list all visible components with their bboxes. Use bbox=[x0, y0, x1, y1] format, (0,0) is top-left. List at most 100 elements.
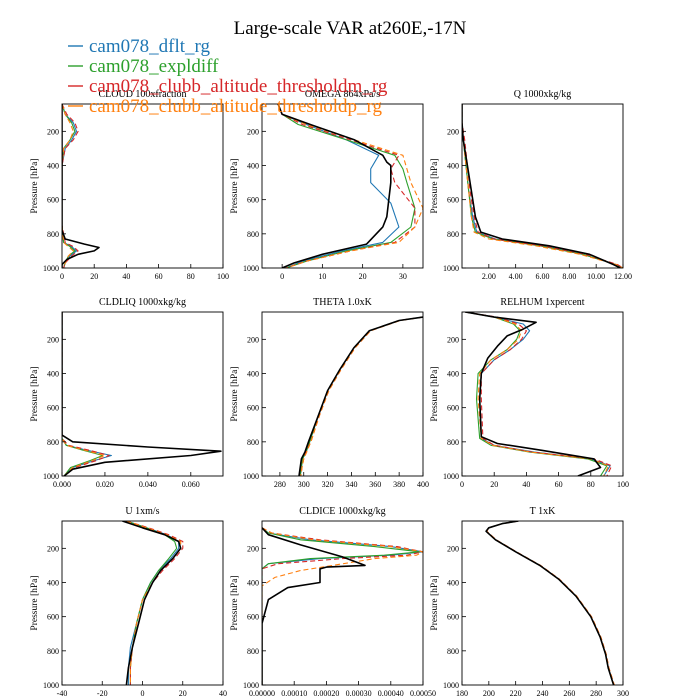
y-axis-label: Pressure [hPa] bbox=[430, 158, 440, 213]
y-axis-label: Pressure [hPa] bbox=[30, 158, 40, 213]
x-tick-label: 0.00010 bbox=[281, 689, 307, 698]
y-tick-label: 200 bbox=[247, 127, 259, 136]
y-axis-label: Pressure [hPa] bbox=[430, 575, 440, 630]
y-tick-label: 1000 bbox=[243, 681, 259, 690]
x-tick-label: 12.00 bbox=[614, 272, 632, 281]
x-tick-label: 400 bbox=[417, 480, 429, 489]
y-tick-label: 800 bbox=[247, 647, 259, 656]
y-tick-label: 1000 bbox=[43, 472, 59, 481]
x-tick-label: 10 bbox=[318, 272, 326, 281]
y-tick-label: 1000 bbox=[443, 681, 459, 690]
series-line-cam078_clubb_altitude_thresholdp_rg bbox=[126, 521, 182, 685]
plot-frame bbox=[61, 311, 224, 477]
series-line-cam078_expldiff bbox=[62, 312, 104, 476]
series-group bbox=[485, 521, 615, 685]
y-axis-label: Pressure [hPa] bbox=[230, 575, 240, 630]
y-tick-label: 1000 bbox=[243, 264, 259, 273]
series-line-cam078_dflt_rg bbox=[262, 527, 423, 685]
x-tick-label: 60 bbox=[555, 480, 563, 489]
series-group bbox=[62, 104, 100, 268]
legend-label: cam078_clubb_altitude_thresholdm_rg bbox=[89, 76, 388, 97]
x-tick-label: 0 bbox=[60, 272, 64, 281]
series-line-cam078_dflt_rg bbox=[277, 104, 400, 268]
y-tick-label: 200 bbox=[447, 544, 459, 553]
plot-frame bbox=[61, 103, 224, 269]
x-tick-label: 0.020 bbox=[96, 480, 114, 489]
y-tick-label: 400 bbox=[47, 162, 59, 171]
x-tick-label: 30 bbox=[399, 272, 407, 281]
series-line-cam078_expldiff bbox=[465, 312, 608, 476]
panel-6: -40 -20 0 20 40 200 400 600 800 1000 Pressure [hPa… bbox=[30, 506, 227, 698]
y-tick-label: 600 bbox=[47, 196, 59, 205]
series-line-reference bbox=[462, 104, 621, 268]
y-tick-label: 400 bbox=[447, 579, 459, 588]
y-tick-label: 400 bbox=[447, 370, 459, 379]
x-tick-label: 80 bbox=[587, 480, 595, 489]
y-tick-label: 1000 bbox=[443, 472, 459, 481]
panel-2: 2.00 4.00 6.00 8.00 10.00 12.00 200 400 600 800 10… bbox=[430, 89, 632, 281]
y-tick-label: 800 bbox=[447, 438, 459, 447]
x-tick-label: 40 bbox=[219, 689, 227, 698]
series-line-reference bbox=[62, 104, 100, 268]
y-tick-label: 400 bbox=[247, 370, 259, 379]
series-line-cam078_clubb_altitude_thresholdm_rg bbox=[62, 104, 79, 268]
legend-label: cam078_dflt_rg bbox=[89, 36, 211, 57]
y-axis-label: Pressure [hPa] bbox=[430, 366, 440, 421]
series-line-cam078_dflt_rg bbox=[62, 104, 78, 268]
y-tick-label: 600 bbox=[247, 613, 259, 622]
y-tick-label: 400 bbox=[47, 579, 59, 588]
x-tick-label: 280 bbox=[274, 480, 286, 489]
plot-frame bbox=[461, 311, 624, 477]
x-tick-label: -40 bbox=[57, 689, 68, 698]
y-tick-label: 600 bbox=[47, 613, 59, 622]
x-tick-label: 8.00 bbox=[562, 272, 576, 281]
series-line-cam078_clubb_altitude_thresholdp_rg bbox=[62, 104, 74, 268]
panel-title: CLDICE 1000xkg/kg bbox=[299, 506, 385, 517]
y-tick-label: 400 bbox=[447, 162, 459, 171]
series-line-cam078_clubb_altitude_thresholdm_rg bbox=[462, 104, 623, 268]
panel-title: RELHUM 1xpercent bbox=[500, 297, 584, 308]
plot-frame bbox=[261, 103, 424, 269]
x-tick-label: 0 bbox=[460, 480, 464, 489]
y-tick-label: 1000 bbox=[443, 264, 459, 273]
series-line-cam078_clubb_altitude_thresholdp_rg bbox=[62, 312, 106, 476]
series-line-reference bbox=[485, 521, 615, 685]
legend-label: cam078_clubb_altitude_thresholdp_rg bbox=[89, 96, 383, 117]
series-line-cam078_clubb_altitude_thresholdp_rg bbox=[462, 104, 623, 268]
y-axis-label: Pressure [hPa] bbox=[230, 366, 240, 421]
y-tick-label: 800 bbox=[47, 647, 59, 656]
panel-8: 180 200 220 240 260 280 300 200 400 600 800 1000 Pre… bbox=[430, 506, 629, 698]
x-tick-label: 0.00020 bbox=[313, 689, 339, 698]
series-line-reference bbox=[122, 521, 182, 685]
x-tick-label: 2.00 bbox=[482, 272, 496, 281]
x-tick-label: 20 bbox=[359, 272, 367, 281]
x-tick-label: 300 bbox=[298, 480, 310, 489]
y-tick-label: 600 bbox=[447, 404, 459, 413]
y-tick-label: 800 bbox=[447, 647, 459, 656]
y-tick-label: 1000 bbox=[43, 681, 59, 690]
x-tick-label: -20 bbox=[97, 689, 108, 698]
y-tick-label: 1000 bbox=[243, 472, 259, 481]
y-tick-label: 400 bbox=[247, 579, 259, 588]
y-tick-label: 200 bbox=[47, 544, 59, 553]
y-tick-label: 200 bbox=[47, 335, 59, 344]
x-tick-label: 100 bbox=[617, 480, 629, 489]
y-tick-label: 800 bbox=[247, 230, 259, 239]
x-tick-label: 40 bbox=[522, 480, 530, 489]
series-line-cam078_expldiff bbox=[277, 104, 416, 268]
y-tick-label: 600 bbox=[447, 613, 459, 622]
legend-label: cam078_expldiff bbox=[89, 56, 219, 77]
series-group bbox=[62, 312, 222, 476]
y-axis-label: Pressure [hPa] bbox=[230, 158, 240, 213]
panel-title: CLDLIQ 1000xkg/kg bbox=[99, 297, 186, 308]
panel-title: U 1xm/s bbox=[125, 506, 159, 517]
series-line-cam078_clubb_altitude_thresholdm_rg bbox=[277, 104, 416, 268]
series-line-cam078_clubb_altitude_thresholdm_rg bbox=[465, 312, 613, 476]
series-group bbox=[122, 521, 184, 685]
series-line-cam078_clubb_altitude_thresholdm_rg bbox=[126, 521, 184, 685]
legend: cam078_dflt_rgcam078_expldiffcam078_club… bbox=[68, 36, 388, 117]
series-line-cam078_dflt_rg bbox=[462, 104, 623, 268]
y-tick-label: 200 bbox=[447, 127, 459, 136]
panel-7: 0.00000 0.00010 0.00020 0.00030 0.00040 0.000… bbox=[230, 506, 436, 698]
